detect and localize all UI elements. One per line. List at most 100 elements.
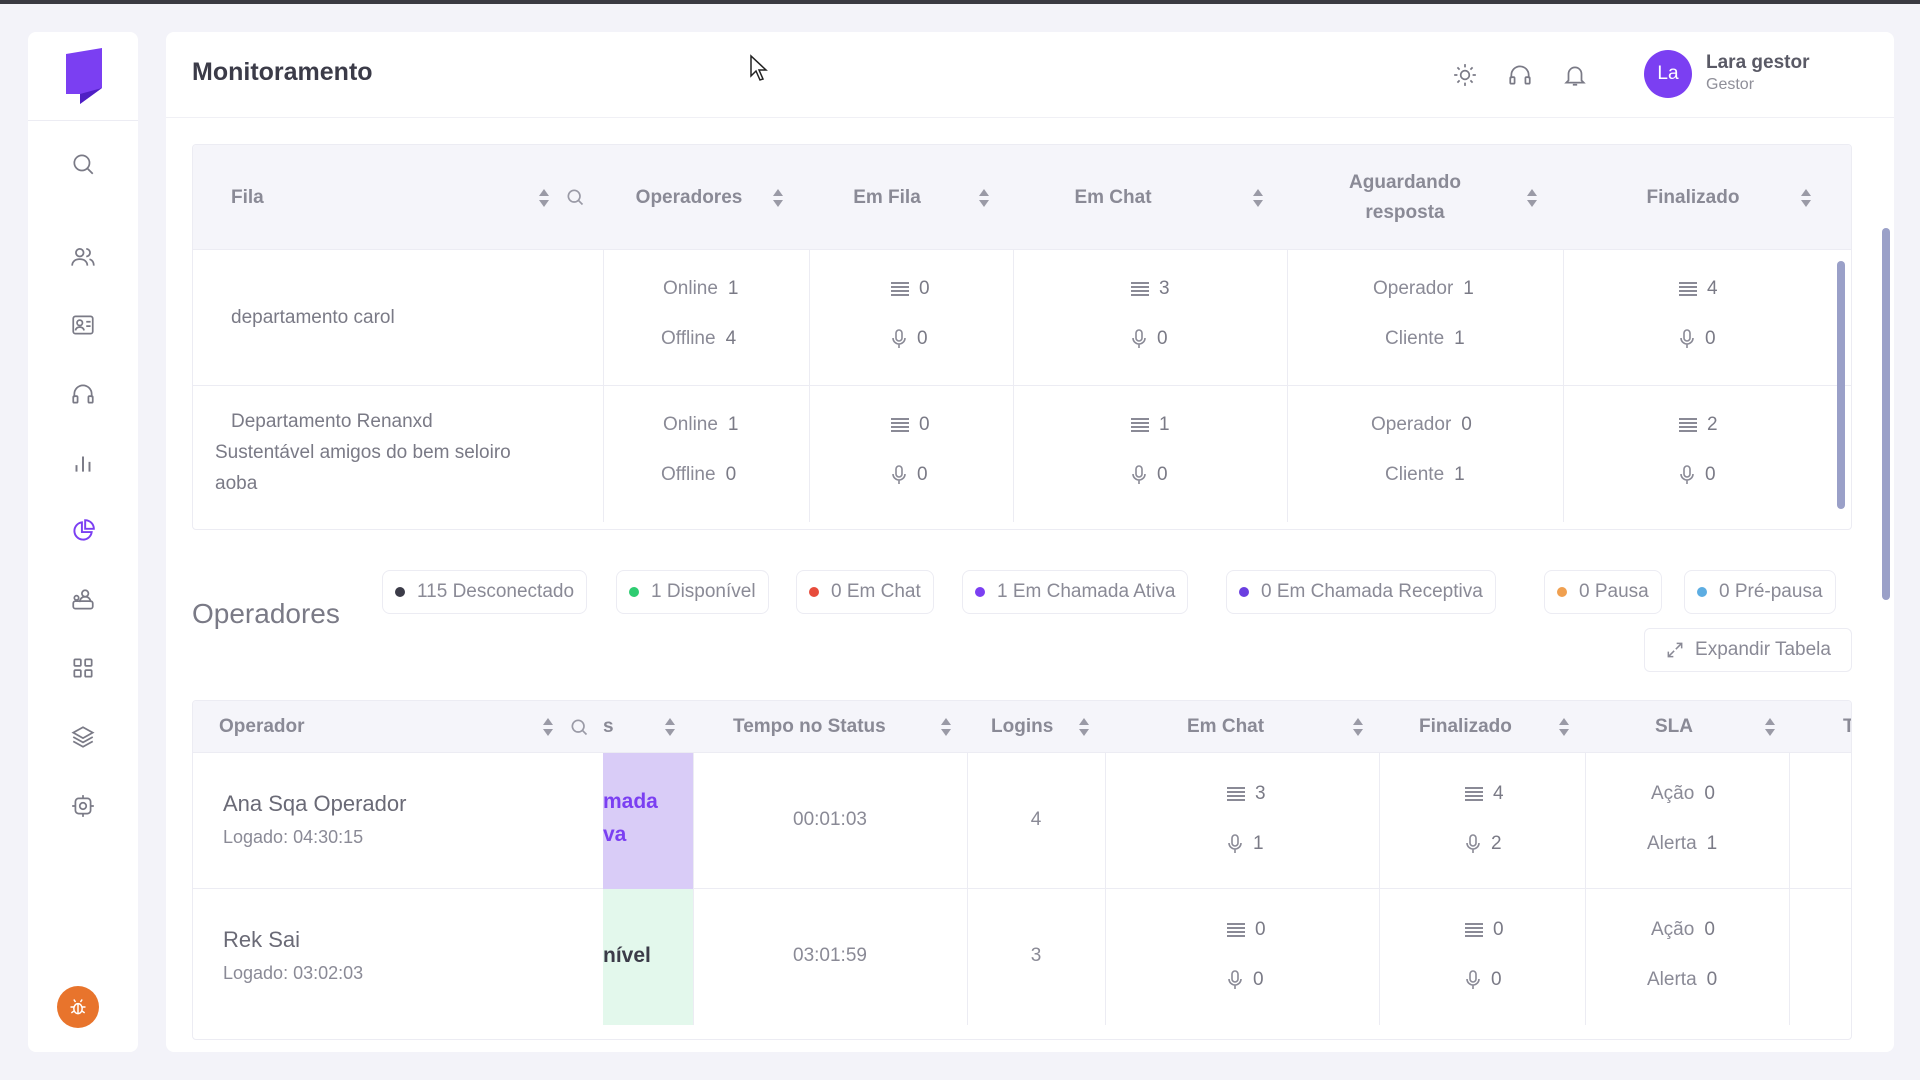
- sidebar-divider: [28, 120, 138, 121]
- col-em-fila[interactable]: Em Fila: [853, 186, 921, 208]
- operator-logged-time: Logado: 03:02:03: [223, 963, 364, 983]
- status-chip-em-chat[interactable]: 0 Em Chat: [796, 570, 934, 614]
- col-fila[interactable]: Fila: [231, 186, 264, 208]
- sort-icon[interactable]: [1527, 189, 1537, 207]
- col-aguardando-resposta[interactable]: Aguardando resposta: [1349, 171, 1461, 223]
- chat-lines-icon: [891, 282, 909, 296]
- chip-label: 0 Pausa: [1579, 581, 1649, 602]
- col-operadores[interactable]: Operadores: [635, 186, 743, 208]
- operador-count: 1: [1463, 278, 1474, 299]
- operators-table: Operador s Tempo no Status Logins Em Cha…: [192, 700, 1852, 1040]
- grid-icon[interactable]: [68, 653, 98, 683]
- chip-label: 1 Em Chamada Ativa: [997, 581, 1176, 602]
- col-divider: [1379, 753, 1380, 1025]
- sort-icon[interactable]: [539, 189, 549, 207]
- status-chip-desconectado[interactable]: 115 Desconectado: [382, 570, 588, 614]
- offline-label: Offline: [661, 328, 716, 349]
- col-divider: [1013, 250, 1014, 522]
- mic-icon: [1680, 465, 1694, 484]
- col-finalizado[interactable]: Finalizado: [1419, 716, 1512, 737]
- col-sla[interactable]: SLA: [1655, 716, 1693, 737]
- pie-chart-icon[interactable]: [68, 516, 98, 546]
- operador-count: 0: [1461, 414, 1472, 435]
- col-divider: [1563, 250, 1564, 522]
- bell-icon[interactable]: [1560, 60, 1590, 90]
- expand-label: Expandir Tabela: [1695, 639, 1831, 660]
- operator-logged-time: Logado: 04:30:15: [223, 827, 364, 847]
- status-chip-em-chamada-receptiva[interactable]: 0 Em Chamada Receptiva: [1226, 570, 1496, 614]
- col-t[interactable]: T: [1843, 701, 1851, 753]
- bar-chart-icon[interactable]: [68, 448, 98, 478]
- sort-icon[interactable]: [1765, 718, 1775, 736]
- col-em-chat[interactable]: Em Chat: [1074, 186, 1152, 208]
- table-row[interactable]: Ana Sqa Operador Logado: 04:30:15 mada v…: [193, 753, 1851, 889]
- status-dot: [629, 587, 639, 597]
- queue-name-line3: aoba: [215, 473, 258, 494]
- col-em-chat[interactable]: Em Chat: [1187, 716, 1265, 737]
- sort-icon[interactable]: [979, 189, 989, 207]
- status-chip-disponivel[interactable]: 1 Disponível: [616, 570, 769, 614]
- sort-icon[interactable]: [773, 189, 783, 207]
- chat-lines-icon: [1679, 282, 1697, 296]
- operador-label: Operador: [1371, 414, 1452, 435]
- team-icon[interactable]: [68, 585, 98, 615]
- table-row[interactable]: Departamento Renanxd Sustentável amigos …: [193, 386, 1851, 522]
- avatar[interactable]: La: [1644, 50, 1692, 98]
- page-scrollbar[interactable]: [1882, 228, 1890, 600]
- status-chip-pre-pausa[interactable]: 0 Pré-pausa: [1684, 570, 1836, 614]
- col-tempo-no-status[interactable]: Tempo no Status: [733, 716, 886, 737]
- headset-icon[interactable]: [68, 379, 98, 409]
- mic-icon: [1680, 329, 1694, 348]
- chat-lines-icon: [1227, 787, 1245, 801]
- expand-table-button[interactable]: Expandir Tabela: [1644, 628, 1852, 672]
- search-icon[interactable]: [565, 187, 585, 207]
- finalizado-chat: 4: [1707, 278, 1718, 299]
- mic-icon: [1228, 834, 1242, 853]
- finalizado-chat: 4: [1493, 783, 1504, 804]
- mic-icon: [892, 465, 906, 484]
- col-status[interactable]: s: [603, 716, 614, 737]
- col-operador[interactable]: Operador: [219, 716, 305, 737]
- sort-icon[interactable]: [1801, 189, 1811, 207]
- layers-icon[interactable]: [68, 722, 98, 752]
- col-logins[interactable]: Logins: [991, 716, 1054, 737]
- sort-icon[interactable]: [665, 718, 675, 736]
- sort-icon[interactable]: [941, 718, 951, 736]
- em-chat-voice: 0: [1253, 969, 1264, 990]
- chip-label: 0 Pré-pausa: [1719, 581, 1823, 602]
- em-fila-voice: 0: [917, 464, 928, 485]
- users-icon[interactable]: [68, 242, 98, 272]
- acao-label: Ação: [1651, 919, 1695, 940]
- app-logo[interactable]: [62, 48, 106, 104]
- search-icon[interactable]: [569, 717, 589, 737]
- cliente-label: Cliente: [1385, 328, 1445, 349]
- table-row[interactable]: Rek Sai Logado: 03:02:03 nível 03:01:59 …: [193, 889, 1851, 1025]
- vertical-scrollbar[interactable]: [1837, 261, 1845, 509]
- tempo-no-status: 03:01:59: [793, 945, 867, 966]
- mic-icon: [1132, 465, 1146, 484]
- bug-report-icon[interactable]: [57, 986, 99, 1028]
- theme-toggle-sun-icon[interactable]: [1450, 60, 1480, 90]
- sort-icon[interactable]: [1253, 189, 1263, 207]
- cliente-count: 1: [1454, 464, 1465, 485]
- finalizado-voice: 2: [1491, 833, 1502, 854]
- sort-icon[interactable]: [1559, 718, 1569, 736]
- contacts-icon[interactable]: [68, 310, 98, 340]
- mouse-cursor-icon: [750, 54, 768, 81]
- status-dot: [1239, 587, 1249, 597]
- sort-icon[interactable]: [543, 718, 553, 736]
- mic-icon: [1228, 970, 1242, 989]
- status-chip-em-chamada-ativa[interactable]: 1 Em Chamada Ativa: [962, 570, 1189, 614]
- settings-icon[interactable]: [68, 791, 98, 821]
- sort-icon[interactable]: [1353, 718, 1363, 736]
- em-chat-chat: 0: [1255, 919, 1266, 940]
- status-chip-pausa[interactable]: 0 Pausa: [1544, 570, 1662, 614]
- finalizado-voice: 0: [1491, 969, 1502, 990]
- search-icon[interactable]: [68, 149, 98, 179]
- headset-icon[interactable]: [1505, 60, 1535, 90]
- col-divider: [1789, 753, 1790, 1025]
- table-row[interactable]: departamento carol Online 1 Offline 4 0 0 …: [193, 250, 1851, 386]
- sort-icon[interactable]: [1079, 718, 1089, 736]
- col-finalizado[interactable]: Finalizado: [1646, 186, 1740, 208]
- operator-name: Ana Sqa Operador: [223, 791, 407, 816]
